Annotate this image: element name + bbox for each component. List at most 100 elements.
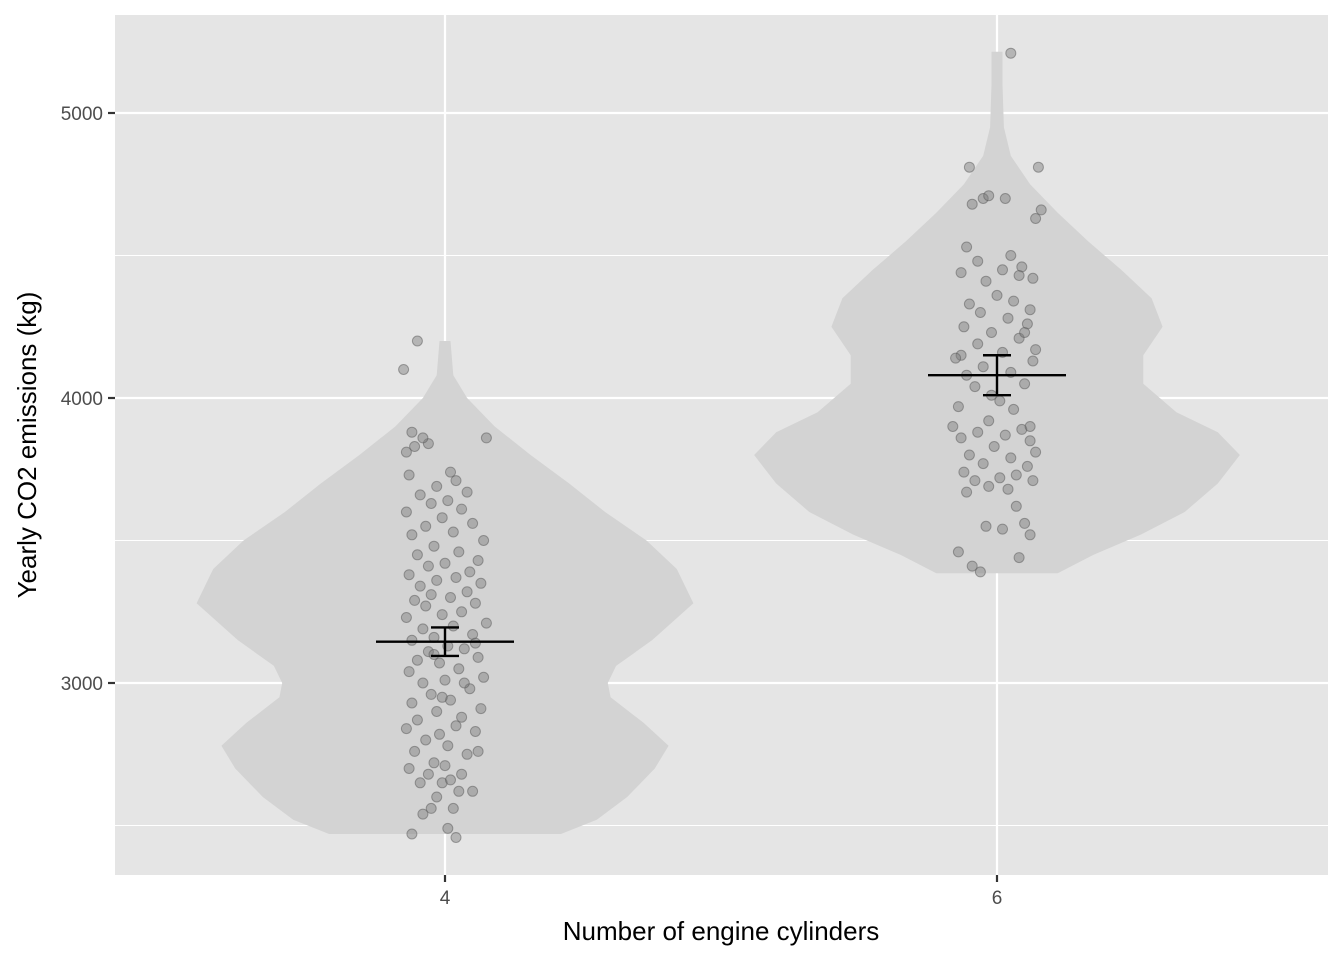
data-point: [456, 606, 468, 618]
data-point: [458, 643, 470, 655]
data-point: [1030, 344, 1042, 356]
data-point: [442, 495, 454, 507]
data-point: [1005, 47, 1017, 59]
data-point: [403, 666, 415, 678]
y-tick-label: 3000: [61, 674, 103, 695]
data-point: [966, 198, 978, 210]
data-point: [414, 777, 426, 789]
data-point: [428, 757, 440, 769]
data-point: [958, 321, 970, 333]
data-point: [431, 791, 443, 803]
violins: [196, 51, 1240, 835]
data-point: [983, 415, 995, 427]
data-point: [458, 677, 470, 689]
data-point: [406, 697, 418, 709]
data-point: [453, 546, 465, 558]
data-point: [420, 600, 432, 612]
data-point: [456, 503, 468, 515]
data-point: [406, 529, 418, 541]
data-point: [453, 663, 465, 675]
data-point: [958, 466, 970, 478]
data-point: [461, 748, 473, 760]
data-point: [422, 438, 434, 450]
jitter-points: [398, 47, 1047, 843]
data-point: [994, 472, 1006, 484]
data-point: [972, 255, 984, 267]
data-point: [461, 586, 473, 598]
data-point: [961, 241, 973, 253]
data-point: [1027, 355, 1039, 367]
data-point: [475, 703, 487, 715]
data-point: [983, 480, 995, 492]
data-point: [436, 777, 448, 789]
data-point: [447, 526, 459, 538]
data-point: [411, 335, 423, 347]
data-point: [414, 489, 426, 501]
data-point: [417, 432, 429, 444]
data-point: [1005, 250, 1017, 261]
data-point: [403, 469, 415, 481]
x-tick-label: 4: [440, 888, 451, 909]
data-point: [428, 649, 440, 660]
data-point: [411, 714, 423, 726]
data-point: [947, 421, 959, 432]
data-point: [461, 486, 473, 498]
data-point: [469, 597, 481, 609]
data-point: [464, 683, 476, 695]
data-point: [972, 426, 984, 438]
data-point: [997, 264, 1008, 276]
data-point: [469, 726, 481, 737]
data-point: [467, 785, 479, 797]
data-point: [1035, 204, 1047, 216]
data-point: [1010, 500, 1022, 512]
data-point: [400, 612, 412, 623]
data-point: [472, 555, 484, 566]
data-point: [977, 193, 989, 204]
data-point: [400, 506, 412, 518]
data-point: [456, 711, 468, 723]
data-point: [450, 720, 462, 732]
data-point: [952, 401, 964, 413]
data-point: [1024, 529, 1036, 541]
data-point: [980, 275, 992, 287]
data-point: [1024, 304, 1036, 316]
data-point: [480, 432, 492, 444]
data-point: [450, 572, 462, 583]
data-point: [445, 592, 456, 603]
data-point: [436, 512, 448, 524]
data-point: [431, 480, 443, 492]
data-point: [955, 349, 967, 361]
y-tick-label: 4000: [61, 389, 103, 410]
data-point: [986, 327, 997, 338]
data-point: [469, 637, 481, 649]
data-point: [414, 580, 426, 592]
data-point: [409, 594, 421, 606]
data-point: [1024, 421, 1036, 432]
data-point: [425, 802, 437, 814]
data-point: [422, 560, 434, 572]
data-point: [478, 671, 490, 683]
violin-4: [196, 341, 694, 835]
data-point: [1030, 446, 1042, 458]
data-point: [1008, 295, 1020, 307]
data-point: [977, 361, 989, 373]
data-point: [422, 768, 434, 780]
data-point: [991, 289, 1003, 301]
data-point: [409, 745, 421, 757]
data-point: [1027, 475, 1039, 487]
x-tick-label: 6: [992, 888, 1003, 909]
data-point: [450, 475, 462, 487]
data-point: [442, 822, 454, 834]
data-point: [467, 517, 479, 529]
data-point: [445, 466, 456, 478]
data-point: [977, 458, 989, 470]
data-point: [1005, 452, 1017, 464]
data-point: [980, 520, 992, 532]
data-point: [963, 449, 975, 461]
data-point: [1008, 403, 1020, 415]
data-point: [475, 577, 487, 589]
data-point: [445, 694, 456, 706]
data-point: [950, 352, 962, 364]
data-point: [1002, 312, 1014, 324]
data-point: [1016, 261, 1028, 273]
